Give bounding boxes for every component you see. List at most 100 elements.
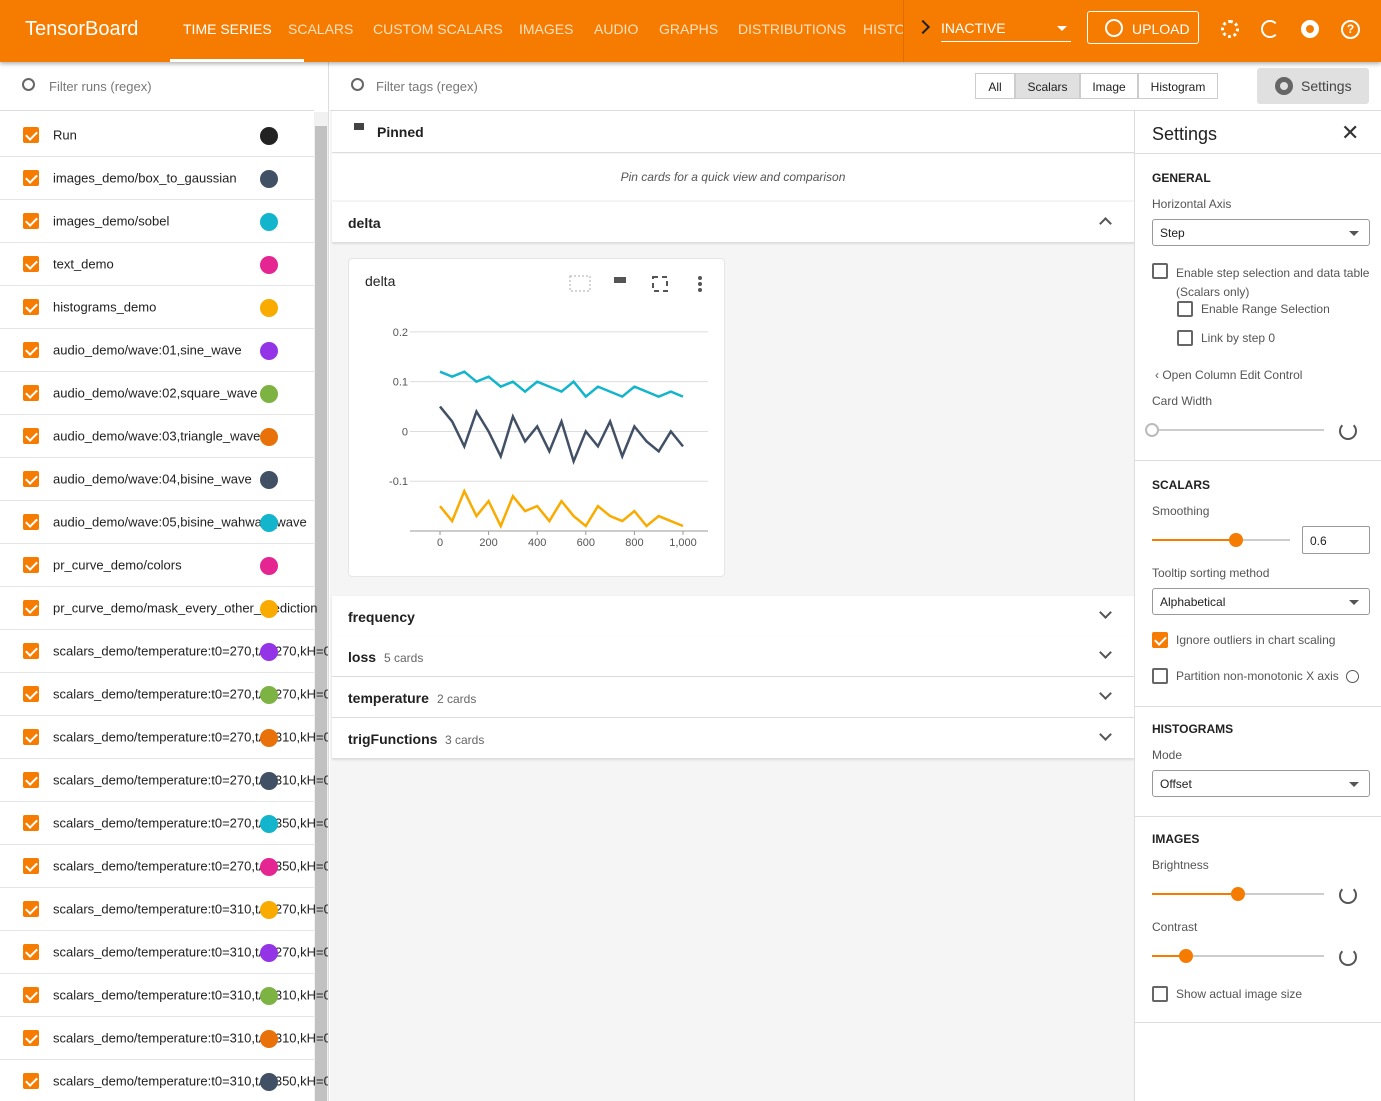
reload-icon[interactable] [1261,20,1279,38]
run-color[interactable] [260,643,278,661]
run-checkbox[interactable] [23,944,39,960]
run-color[interactable] [260,428,278,446]
run-checkbox[interactable] [23,987,39,1003]
brightness-knob[interactable] [1231,887,1245,901]
run-color[interactable] [260,471,278,489]
run-checkbox[interactable] [23,686,39,702]
run-checkbox[interactable] [23,815,39,831]
run-checkbox[interactable] [23,557,39,573]
fullscreen-icon[interactable] [652,276,668,292]
checkbox[interactable] [1152,668,1168,684]
run-checkbox[interactable] [23,342,39,358]
run-checkbox[interactable] [23,256,39,272]
run-checkbox[interactable] [23,729,39,745]
nav-tab[interactable]: IMAGES [519,21,574,37]
select-all-checkbox[interactable] [23,127,39,143]
tag-filter-button[interactable]: Image [1080,73,1138,99]
run-color[interactable] [260,729,278,747]
scroll-thumb[interactable] [315,126,327,1101]
run-checkbox[interactable] [23,385,39,401]
close-button[interactable]: ✕ [1341,120,1360,145]
pin-card-icon[interactable] [614,277,626,283]
tag-filter-button[interactable]: All [975,73,1015,99]
upload-button[interactable]: UPLOAD [1087,11,1199,44]
contrast-knob[interactable] [1179,949,1193,963]
run-color[interactable] [260,385,278,403]
run-color[interactable] [260,213,278,231]
column-edit-link[interactable]: ‹ Open Column Edit Control [1155,368,1303,382]
tag-filter-button[interactable]: Scalars [1015,73,1080,99]
tag-filter-button[interactable]: Histogram [1138,73,1218,99]
toolbar-main: Filter tags (regex) All Scalars Image Histo… [330,62,1381,111]
run-checkbox[interactable] [23,514,39,530]
run-color[interactable] [260,772,278,790]
nav-tab[interactable]: HISTO [863,21,906,37]
box-zoom-icon[interactable] [569,275,591,292]
run-checkbox[interactable] [23,428,39,444]
run-color[interactable] [260,686,278,704]
smoothing-input[interactable]: 0.6 [1302,526,1370,554]
run-color[interactable] [260,1073,278,1091]
nav-tab[interactable]: TIME SERIES [183,21,272,37]
settings-icon[interactable] [1301,20,1319,38]
run-color[interactable] [260,557,278,575]
run-color[interactable] [260,342,278,360]
checkbox[interactable] [1152,632,1168,648]
chevron[interactable] [915,19,931,35]
run-checkbox[interactable] [23,299,39,315]
run-color[interactable] [260,299,278,317]
nav-tab[interactable]: GRAPHS [659,21,719,37]
run-color[interactable] [260,944,278,962]
reset-icon[interactable] [1339,948,1357,966]
checkbox[interactable] [1152,986,1168,1002]
run-checkbox[interactable] [23,772,39,788]
run-color[interactable] [260,858,278,876]
checkbox[interactable] [1177,330,1193,346]
reset-icon[interactable] [1339,886,1357,904]
tags-filter[interactable]: Filter tags (regex) [376,79,478,94]
run-checkbox[interactable] [23,643,39,659]
help-icon[interactable] [1346,670,1359,683]
run-checkbox[interactable] [23,170,39,186]
run-color[interactable] [260,600,278,618]
run-color[interactable] [260,901,278,919]
run-color[interactable] [260,514,278,532]
run-color[interactable] [260,1030,278,1048]
nav-tab[interactable]: AUDIO [594,21,639,37]
run-color[interactable] [260,170,278,188]
run-checkbox[interactable] [23,858,39,874]
group-header[interactable]: frequency [332,596,1134,637]
run-checkbox[interactable] [23,600,39,616]
group-header[interactable]: delta [332,202,1134,243]
run-checkbox[interactable] [23,1073,39,1089]
group-header[interactable]: temperature 2 cards [332,677,1134,718]
palette-icon[interactable] [260,127,278,145]
horizontal-axis-select[interactable]: Step [1152,219,1370,246]
group-header[interactable]: loss 5 cards [332,636,1134,677]
run-checkbox[interactable] [23,1030,39,1046]
help-icon[interactable]: ? [1341,20,1360,39]
checkbox[interactable] [1152,263,1168,279]
nav-tab[interactable]: CUSTOM SCALARS [373,21,503,37]
smoothing-knob[interactable] [1229,533,1243,547]
mode-select[interactable]: Offset [1152,770,1370,797]
nav-tab[interactable]: DISTRIBUTIONS [738,21,847,37]
status-dropdown[interactable]: INACTIVE [941,20,1071,42]
run-color[interactable] [260,256,278,274]
nav-tab[interactable]: SCALARS [288,21,354,37]
checkbox[interactable] [1177,301,1193,317]
run-color[interactable] [260,987,278,1005]
runs-filter[interactable]: Filter runs (regex) [49,79,152,94]
run-checkbox[interactable] [23,471,39,487]
group-header[interactable]: trigFunctions 3 cards [332,718,1134,759]
run-color[interactable] [260,815,278,833]
settings-button[interactable]: Settings [1257,68,1369,104]
reset-icon[interactable] [1339,422,1357,440]
tooltip-select[interactable]: Alphabetical [1152,588,1370,615]
theme-icon[interactable] [1221,20,1239,38]
menu-dot[interactable] [698,276,702,280]
slider-knob[interactable] [1145,423,1159,437]
run-checkbox[interactable] [23,901,39,917]
run-name: images_demo/box_to_gaussian [53,170,237,186]
run-checkbox[interactable] [23,213,39,229]
